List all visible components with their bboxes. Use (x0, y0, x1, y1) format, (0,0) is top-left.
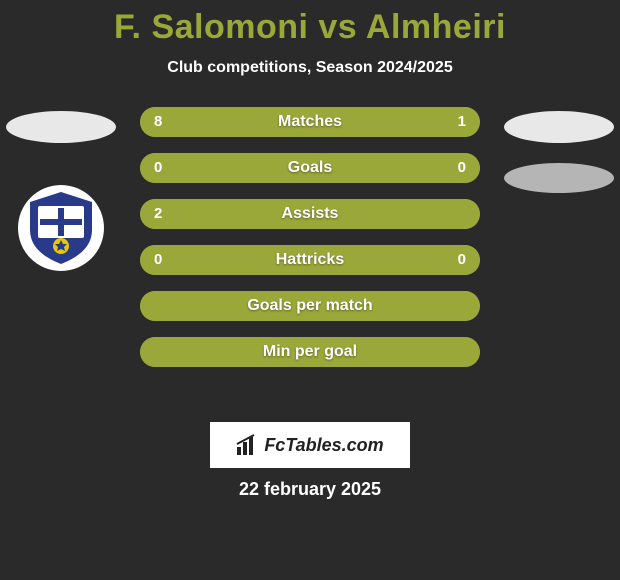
player-right-pill (504, 111, 614, 143)
stat-row: Min per goal (140, 337, 480, 367)
stat-value-left: 0 (154, 153, 162, 183)
subtitle: Club competitions, Season 2024/2025 (0, 59, 620, 77)
stat-label: Min per goal (140, 337, 480, 367)
stat-value-left: 0 (154, 245, 162, 275)
stat-label: Goals per match (140, 291, 480, 321)
stat-row: Hattricks0 0 (140, 245, 480, 275)
stat-label: Assists (140, 199, 480, 229)
stat-value-right: 0 (458, 245, 466, 275)
page-title: F. Salomoni vs Almheiri (0, 0, 620, 47)
stat-row: Assists2 (140, 199, 480, 229)
stat-value-right: 0 (458, 153, 466, 183)
stat-label: Hattricks (140, 245, 480, 275)
stat-value-left: 2 (154, 199, 162, 229)
stat-row: Matches8 1 (140, 107, 480, 137)
stat-value-right: 1 (458, 107, 466, 137)
player-left-pill (6, 111, 116, 143)
bars-icon (236, 434, 258, 456)
player-right-pill-secondary (504, 163, 614, 193)
brand-text: FcTables.com (264, 435, 383, 456)
club-badge-shield-icon (26, 190, 96, 266)
stat-row: Goals per match (140, 291, 480, 321)
club-badge-left (18, 185, 104, 271)
stats-bars: Matches81Goals00Assists2Hattricks00Goals… (140, 107, 480, 383)
brand-logo-icon: FcTables.com (210, 422, 410, 468)
footer-date: 22 february 2025 (239, 479, 381, 500)
stat-label: Matches (140, 107, 480, 137)
stat-label: Goals (140, 153, 480, 183)
stat-value-left: 8 (154, 107, 162, 137)
stat-row: Goals0 0 (140, 153, 480, 183)
